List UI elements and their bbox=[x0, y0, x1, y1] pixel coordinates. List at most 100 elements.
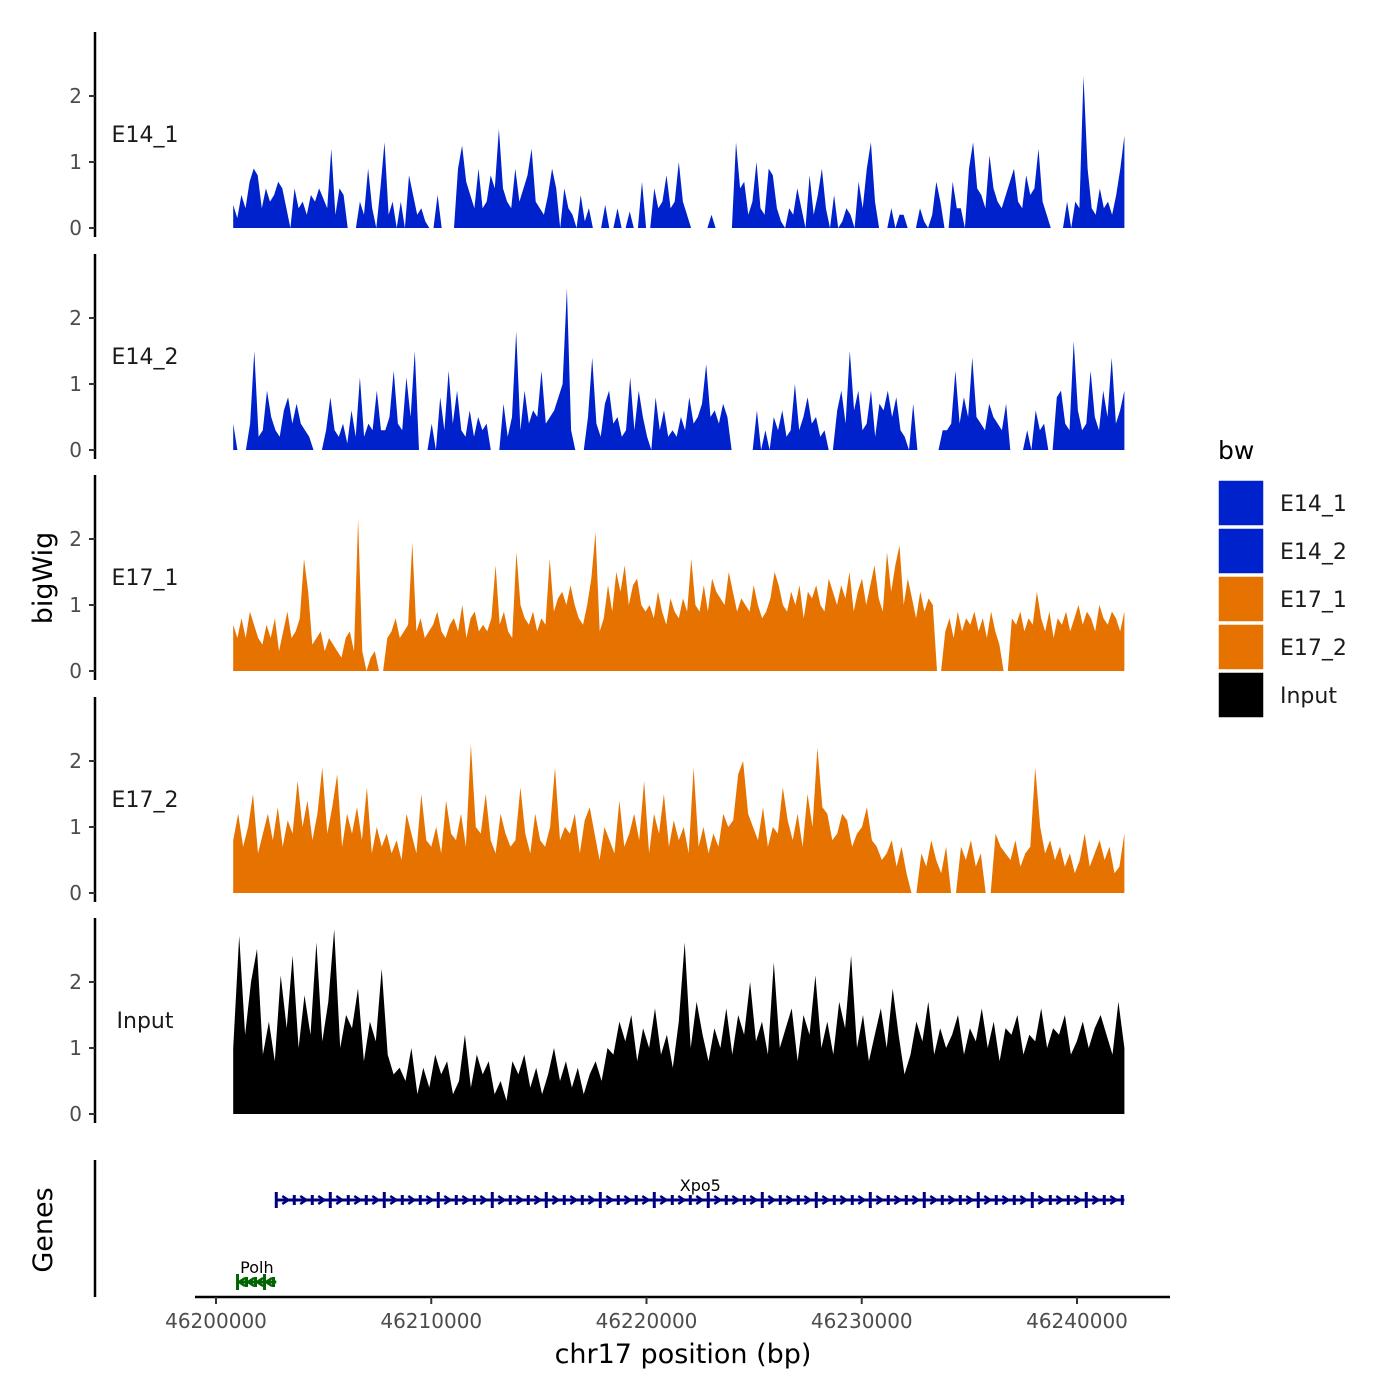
track-label: E14_2 bbox=[112, 345, 179, 370]
strand-arrow bbox=[281, 1194, 291, 1206]
strand-arrow bbox=[515, 1194, 525, 1206]
strand-arrow bbox=[299, 1194, 309, 1206]
strand-arrow bbox=[245, 1276, 255, 1288]
y-tick-label: 0 bbox=[69, 881, 82, 905]
strand-arrow bbox=[551, 1194, 561, 1206]
strand-arrow bbox=[254, 1276, 264, 1288]
strand-arrow bbox=[893, 1194, 903, 1206]
strand-arrow bbox=[605, 1194, 615, 1206]
strand-arrow bbox=[1109, 1194, 1119, 1206]
y-tick-label: 0 bbox=[69, 438, 82, 462]
track-label: Input bbox=[117, 1009, 174, 1034]
legend-entry-E14_2: E14_2 bbox=[1217, 527, 1347, 575]
y-tick-label: 1 bbox=[69, 372, 82, 396]
signal-area-E14_2 bbox=[233, 288, 1125, 450]
strand-arrow bbox=[497, 1194, 507, 1206]
strand-arrow bbox=[839, 1194, 849, 1206]
strand-arrow bbox=[425, 1194, 435, 1206]
x-tick-label: 46200000 bbox=[165, 1309, 267, 1333]
x-axis-title: chr17 position (bp) bbox=[555, 1339, 812, 1370]
gene-label: Polh bbox=[240, 1258, 273, 1277]
legend-entry-E17_1: E17_1 bbox=[1217, 575, 1347, 623]
strand-arrow bbox=[371, 1194, 381, 1206]
y-tick-label: 2 bbox=[69, 306, 82, 330]
track-label: E17_2 bbox=[112, 788, 179, 813]
strand-arrow bbox=[911, 1194, 921, 1206]
strand-arrow bbox=[236, 1276, 246, 1288]
strand-arrow bbox=[803, 1194, 813, 1206]
x-tick-label: 46240000 bbox=[1026, 1309, 1128, 1333]
genes-panel: Xpo5 Polh bbox=[93, 1160, 1125, 1297]
legend-label: E14_1 bbox=[1280, 492, 1347, 517]
strand-arrow bbox=[983, 1194, 993, 1206]
strand-arrow bbox=[1037, 1194, 1047, 1206]
gene-Polh: Polh bbox=[236, 1258, 277, 1290]
strand-arrow bbox=[443, 1194, 453, 1206]
strand-arrow bbox=[353, 1194, 363, 1206]
legend-swatch bbox=[1217, 527, 1265, 575]
legend-title: bw bbox=[1218, 436, 1254, 465]
legend-swatch bbox=[1217, 671, 1265, 719]
y-tick-label: 2 bbox=[69, 970, 82, 994]
y-tick-label: 1 bbox=[69, 593, 82, 617]
strand-arrow bbox=[713, 1194, 723, 1206]
strand-arrow bbox=[821, 1194, 831, 1206]
x-axis: 46200000 46210000 46220000 46230000 46240000 bbox=[165, 1295, 1170, 1333]
y-tick-label: 2 bbox=[69, 84, 82, 108]
strand-arrow bbox=[929, 1194, 939, 1206]
track-E17_1: 0 1 2 E17_1 bbox=[69, 475, 1125, 683]
legend-label: E14_2 bbox=[1280, 540, 1347, 565]
signal-area-Input bbox=[233, 929, 1125, 1114]
strand-arrow bbox=[749, 1194, 759, 1206]
strand-arrow bbox=[263, 1276, 273, 1288]
gene-label: Xpo5 bbox=[680, 1176, 721, 1195]
strand-arrow bbox=[731, 1194, 741, 1206]
y-tick-label: 1 bbox=[69, 150, 82, 174]
legend-label: E17_2 bbox=[1280, 636, 1347, 661]
strand-arrow bbox=[677, 1194, 687, 1206]
legend-entry-Input: Input bbox=[1217, 671, 1337, 719]
y-tick-label: 0 bbox=[69, 216, 82, 240]
y-tick-label: 2 bbox=[69, 749, 82, 773]
strand-arrow bbox=[569, 1194, 579, 1206]
strand-arrow bbox=[1001, 1194, 1011, 1206]
track-E14_1: 0 1 2 E14_1 bbox=[69, 32, 1125, 240]
legend-label: E17_1 bbox=[1280, 588, 1347, 613]
x-tick-label: 46210000 bbox=[380, 1309, 482, 1333]
strand-arrow bbox=[587, 1194, 597, 1206]
y-tick-label: 2 bbox=[69, 527, 82, 551]
strand-arrow bbox=[947, 1194, 957, 1206]
strand-arrow bbox=[335, 1194, 345, 1206]
strand-arrow bbox=[1055, 1194, 1065, 1206]
strand-arrow bbox=[389, 1194, 399, 1206]
y-tick-label: 1 bbox=[69, 1036, 82, 1060]
y-tick-label: 1 bbox=[69, 815, 82, 839]
strand-arrow bbox=[767, 1194, 777, 1206]
track-label: E14_1 bbox=[112, 123, 179, 148]
legend: E14_1 E14_2 E17_1 E17_2 Input bbox=[1217, 479, 1347, 719]
x-tick-label: 46230000 bbox=[811, 1309, 913, 1333]
y-tick-label: 0 bbox=[69, 659, 82, 683]
strand-arrow bbox=[623, 1194, 633, 1206]
strand-arrow bbox=[407, 1194, 417, 1206]
strand-arrow bbox=[875, 1194, 885, 1206]
strand-arrow bbox=[1073, 1194, 1083, 1206]
legend-entry-E17_2: E17_2 bbox=[1217, 623, 1347, 671]
genes-axis-title: Genes bbox=[28, 1187, 59, 1272]
strand-arrow bbox=[857, 1194, 867, 1206]
strand-arrow bbox=[659, 1194, 669, 1206]
x-tick-label: 46220000 bbox=[596, 1309, 698, 1333]
signal-area-E17_2 bbox=[233, 744, 1125, 893]
strand-arrow bbox=[479, 1194, 489, 1206]
gene-Xpo5: Xpo5 bbox=[274, 1176, 1125, 1208]
strand-arrow bbox=[1019, 1194, 1029, 1206]
legend-swatch bbox=[1217, 479, 1265, 527]
strand-arrow bbox=[965, 1194, 975, 1206]
track-E14_2: 0 1 2 E14_2 bbox=[69, 254, 1125, 462]
track-label: E17_1 bbox=[112, 566, 179, 591]
y-tick-label: 0 bbox=[69, 1102, 82, 1126]
tracks-group: 0 1 2 E14_1 0 1 2 E14_2 0 1 2 E17_1 0 1 2 E17_2 0 1 2 Input bbox=[69, 32, 1125, 1126]
track-E17_2: 0 1 2 E17_2 bbox=[69, 697, 1125, 905]
legend-swatch bbox=[1217, 575, 1265, 623]
